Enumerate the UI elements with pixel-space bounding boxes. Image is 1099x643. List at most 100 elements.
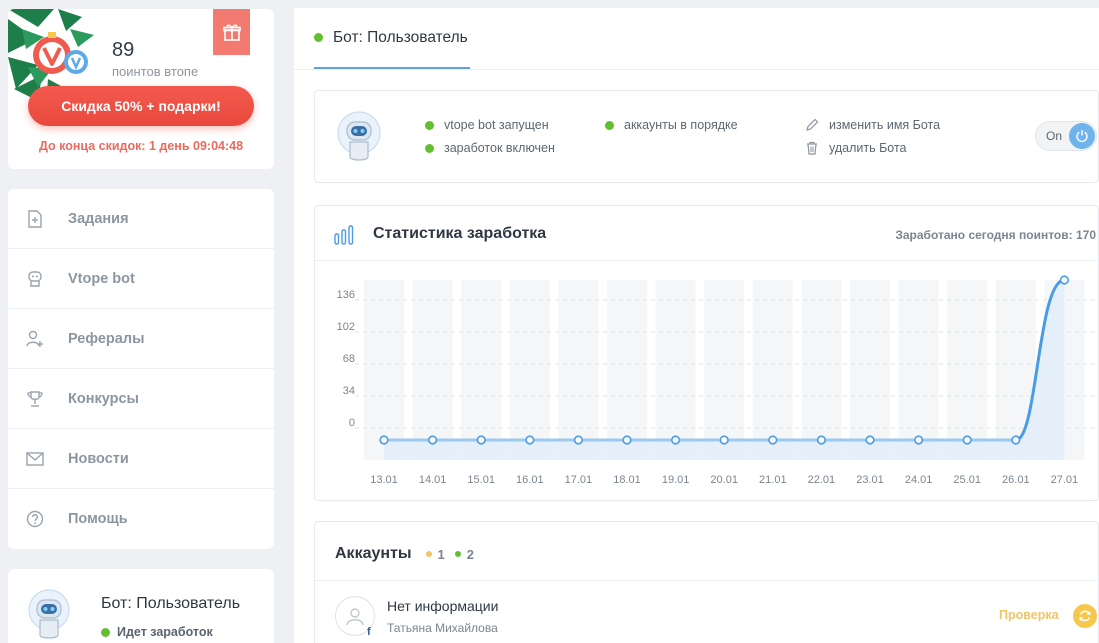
chart-column-bg <box>607 280 647 460</box>
tasks-icon <box>26 209 44 228</box>
chart-ytick-label: 102 <box>337 321 355 333</box>
bot-power-toggle[interactable]: On <box>1035 121 1097 151</box>
promo-card: 89 поинтов втопе Скидка 50% + подарки! Д… <box>8 9 274 169</box>
status-dot-icon <box>425 143 434 153</box>
rename-bot-link[interactable]: изменить имя Бота <box>805 118 940 132</box>
bot-card-title: Бот: Пользователь <box>101 595 241 612</box>
chart-point <box>913 435 924 445</box>
power-icon <box>1069 123 1095 149</box>
chart-ytick-label: 34 <box>343 385 355 397</box>
chart-xtick-label: 14.01 <box>419 474 447 486</box>
chart-column-bg <box>898 280 939 460</box>
sidebar-item-referrals[interactable]: Рефералы <box>8 309 274 369</box>
chart-point <box>427 435 438 445</box>
chart-point <box>816 435 827 445</box>
sidebar-item-label: Конкурсы <box>68 390 139 407</box>
add-user-icon <box>26 330 44 348</box>
sidebar-item-help[interactable]: Помощь <box>8 489 274 549</box>
gift-button[interactable] <box>213 9 250 55</box>
earnings-chart: 0 34 68 102 136 13.01 14.01 15.01 16.01 17.01 18.0… <box>337 275 1098 486</box>
mail-icon <box>26 450 44 468</box>
chart-point <box>768 435 778 445</box>
accounts-count-yellow-value: 1 <box>437 546 445 562</box>
delete-bot-link[interactable]: удалить Бота <box>805 141 906 155</box>
chart-xtick-label: 23.01 <box>856 474 884 486</box>
status-dot-icon <box>425 120 434 130</box>
chart-xtick-label: 20.01 <box>710 474 738 486</box>
delete-bot-label: удалить Бота <box>829 141 907 155</box>
chart-xtick-label: 13.01 <box>370 474 398 486</box>
accounts-count-yellow: 1 <box>425 546 445 562</box>
chart-column-bg <box>801 280 842 460</box>
sale-timer: До конца скидок: 1 день 09:04:48 <box>38 139 244 153</box>
sidebar-item-label: Задания <box>68 210 129 227</box>
chart-column-bg <box>655 280 696 460</box>
status-dot-icon <box>605 120 614 130</box>
refresh-icon[interactable] <box>1073 604 1097 628</box>
chart-point <box>379 435 389 445</box>
chart-ytick-label: 136 <box>337 289 355 301</box>
trash-icon <box>805 141 819 155</box>
rename-bot-label: изменить имя Бота <box>829 118 941 132</box>
chart-point <box>573 435 584 445</box>
chart-column-bg <box>558 280 599 460</box>
chart-xtick-label: 17.01 <box>565 474 593 486</box>
chart-xtick-label: 24.01 <box>905 474 933 486</box>
accounts-title: Аккаунты <box>335 545 412 562</box>
trophy-icon <box>26 390 44 408</box>
chart-xtick-label: 16.01 <box>516 474 544 486</box>
bot-avatar-icon <box>337 111 381 161</box>
main-panel: Бот: Пользователь vtope bot запущен зара… <box>294 8 1099 643</box>
chart-column-bg <box>947 280 988 460</box>
chart-xtick-label: 27.01 <box>1051 474 1079 486</box>
gift-icon <box>222 24 241 41</box>
tab-bot-user[interactable]: Бот: Пользователь <box>314 8 470 69</box>
sidebar-item-vtope-bot[interactable]: Vtope bot <box>8 249 274 309</box>
chart-column-bg <box>364 280 404 460</box>
sidebar-item-contests[interactable]: Конкурсы <box>8 369 274 429</box>
bot-card-status: Идет заработок <box>101 625 213 639</box>
bar-chart-icon <box>334 225 354 245</box>
yellow-dot-icon <box>425 551 432 557</box>
user-avatar-icon <box>335 596 375 636</box>
account-owner: Татьяна Михайлова <box>387 621 498 635</box>
account-name: Нет информации <box>387 598 499 614</box>
chart-ytick-label: 68 <box>343 353 355 365</box>
chart-column-bg <box>461 280 502 460</box>
chart-point <box>719 435 729 445</box>
sidebar-item-news[interactable]: Новости <box>8 429 274 489</box>
chart-point <box>476 435 486 445</box>
sidebar-item-label: Рефералы <box>68 330 145 347</box>
bot-card-status-text: Идет заработок <box>117 625 213 639</box>
status-accounts-ok: аккаунты в порядке <box>605 118 738 132</box>
status-dot-icon <box>314 33 323 42</box>
status-earning-enabled: заработок включен <box>425 141 555 155</box>
sidebar-item-label: Помощь <box>68 511 128 527</box>
chart-point <box>1059 275 1070 285</box>
chart-xtick-label: 15.01 <box>467 474 495 486</box>
sidebar-menu: Задания Vtope bot Рефералы Конкурсы Ново… <box>8 189 274 549</box>
chart-xtick-label: 19.01 <box>662 474 690 486</box>
chart-point <box>962 435 972 445</box>
bot-status-card: vtope bot запущен заработок включен акка… <box>314 90 1099 183</box>
status-text: аккаунты в порядке <box>624 118 738 132</box>
chart-point <box>525 435 535 445</box>
tab-divider <box>294 69 1099 70</box>
chart-column-bg <box>704 280 745 460</box>
sale-button[interactable]: Скидка 50% + подарки! <box>28 86 254 126</box>
pencil-icon <box>805 118 819 132</box>
chart-xtick-label: 18.01 <box>613 474 641 486</box>
sidebar-item-label: Vtope bot <box>68 270 135 287</box>
earned-today: Заработано сегодня поинтов: 170 <box>895 228 1096 242</box>
accounts-card: Аккаунты 1 2 f Нет информации Татьяна Ми… <box>314 521 1099 643</box>
sidebar-item-tasks[interactable]: Задания <box>8 189 274 249</box>
green-dot-icon <box>454 551 461 557</box>
toggle-label: On <box>1046 129 1063 143</box>
earnings-stats-card: Статистика заработка Заработано сегодня … <box>314 205 1099 501</box>
stats-divider <box>315 260 1098 261</box>
robot-icon <box>26 270 44 288</box>
accounts-count-green: 2 <box>454 547 474 562</box>
bot-card[interactable]: Бот: Пользователь Идет заработок <box>8 569 274 643</box>
chart-area <box>384 280 1065 460</box>
chart-xtick-label: 26.01 <box>1002 474 1030 486</box>
